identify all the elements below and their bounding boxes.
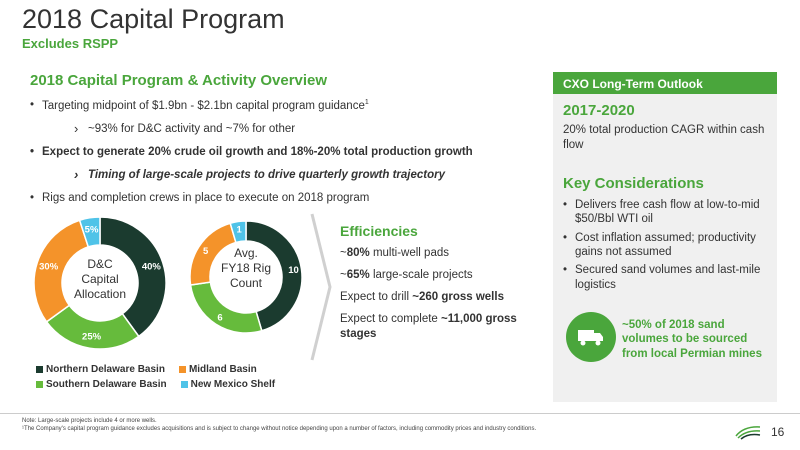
pie2-slice-0	[245, 220, 303, 332]
dc-capital-allocation-chart: 40% 25% 30% 5%	[33, 216, 167, 350]
company-logo-icon	[735, 426, 761, 440]
pie2-slice-label-1: 6	[217, 312, 222, 323]
sand-sourcing-note: ~50% of 2018 sand volumes to be sourced …	[622, 319, 762, 360]
footer-divider	[0, 413, 800, 414]
bullet-guidance: Targeting midpoint of $1.9bn - $2.1bn ca…	[30, 98, 550, 114]
efficiencies-panel: Efficiencies ~80% multi-well pads ~65% l…	[340, 222, 550, 349]
efficiencies-title: Efficiencies	[340, 223, 418, 239]
bullet-growth: Expect to generate 20% crude oil growth …	[30, 145, 550, 160]
pie2-center-label: Avg. FY18 Rig Count	[220, 246, 272, 290]
pie1-slice-label-3: 5%	[85, 225, 99, 236]
pie1-slice-0	[99, 216, 167, 338]
page-subtitle: Excludes RSPP	[22, 36, 119, 51]
sub-bullet-timing: Timing of large-scale projects to drive …	[30, 167, 550, 184]
footnotes: Note: Large-scale projects include 4 or …	[22, 418, 537, 432]
sidebar-header: CXO Long-Term Outlook	[553, 72, 777, 94]
legend-item-northern-delaware: Northern Delaware Basin	[36, 364, 165, 375]
legend-item-new-mexico-shelf: New Mexico Shelf	[180, 379, 275, 390]
bullet-rigs: Rigs and completion crews in place to ex…	[30, 191, 550, 206]
pie1-slice-label-2: 30%	[39, 261, 59, 272]
pie1-slice-2	[33, 219, 90, 323]
eff-drill: Expect to drill ~260 gross wells	[340, 291, 504, 304]
pie1-slice-label-0: 40%	[142, 261, 162, 272]
page-title: 2018 Capital Program	[22, 4, 285, 34]
consideration-item: Secured sand volumes and last-mile logis…	[563, 263, 767, 292]
pie2-slice-3	[229, 220, 247, 244]
pie2-slice-label-0: 10	[288, 265, 299, 276]
pie1-slice-label-1: 25%	[82, 331, 102, 342]
outlook-cagr: 20% total production CAGR within cash fl…	[563, 124, 765, 151]
eff-largescale: ~65% large-scale projects	[340, 269, 473, 282]
legend-item-midland: Midland Basin	[178, 364, 257, 375]
truck-icon	[566, 312, 616, 362]
key-considerations-title: Key Considerations	[563, 174, 704, 192]
key-considerations-list: Delivers free cash flow at low-to-mid $5…	[563, 198, 767, 292]
eff-multiwell: ~80% multi-well pads	[340, 247, 449, 260]
overview-bullets: Targeting midpoint of $1.9bn - $2.1bn ca…	[30, 98, 550, 214]
outlook-years: 2017-2020	[563, 102, 635, 119]
pie1-center-label: D&C Capital Allocation	[73, 257, 127, 301]
consideration-item: Cost inflation assumed; productivity gai…	[563, 231, 767, 260]
overview-title: 2018 Capital Program & Activity Overview	[30, 72, 328, 89]
eff-complete: Expect to complete ~11,000 gross stages	[340, 313, 517, 340]
legend-item-southern-delaware: Southern Delaware Basin	[36, 379, 167, 390]
chevron-divider-icon	[310, 213, 332, 361]
pie2-slice-label-3: 1	[237, 224, 243, 235]
chart-legend: Northern Delaware Basin Midland Basin So…	[36, 364, 289, 394]
rig-count-chart: 10 6 5 1	[189, 220, 303, 334]
pie2-slice-label-2: 5	[203, 246, 209, 257]
page-number: 16	[771, 425, 785, 439]
pie1-slice-3	[78, 216, 101, 248]
consideration-item: Delivers free cash flow at low-to-mid $5…	[563, 198, 767, 227]
sub-bullet-dc: ~93% for D&C activity and ~7% for other	[30, 121, 550, 138]
